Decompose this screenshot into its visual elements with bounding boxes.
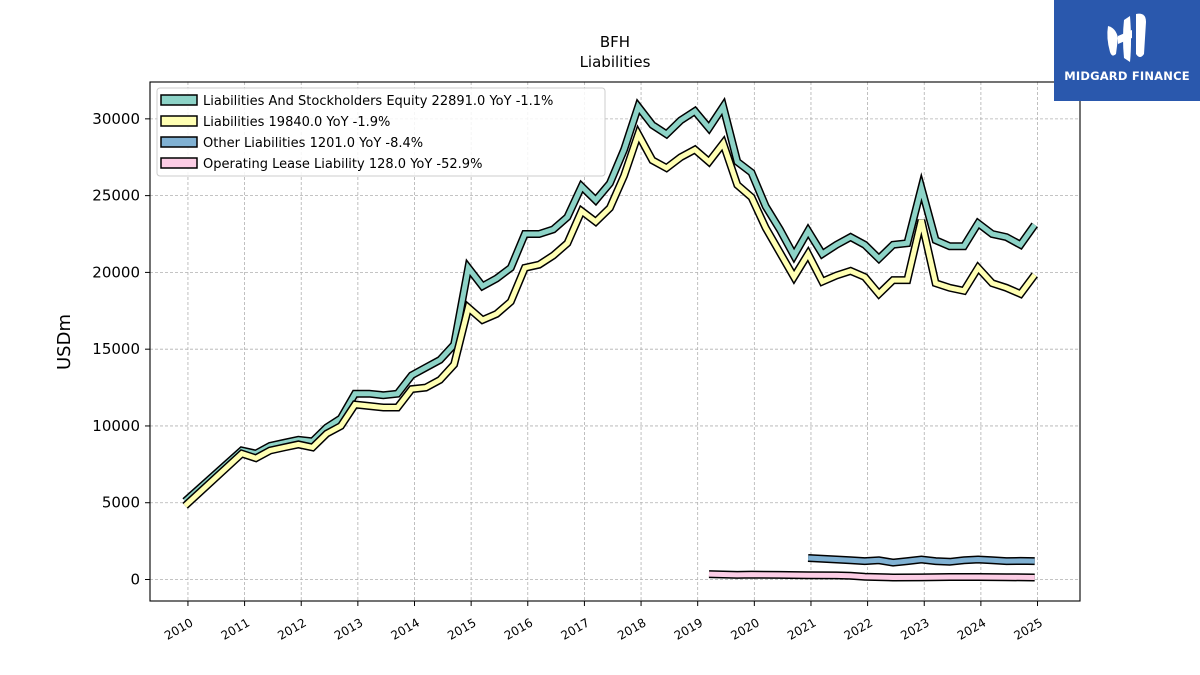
legend-swatch bbox=[160, 94, 198, 106]
x-tick-label: 2025 bbox=[1012, 615, 1045, 642]
brand-mark-icon bbox=[1107, 13, 1146, 62]
y-tick-label: 10000 bbox=[92, 417, 140, 435]
series-line-outline bbox=[182, 124, 1038, 509]
series-line bbox=[183, 100, 1037, 504]
y-tick-label: 15000 bbox=[92, 340, 140, 358]
x-tick-label: 2022 bbox=[842, 615, 875, 642]
legend-entry: Other Liabilities 1201.0 YoY -8.4% bbox=[203, 136, 423, 151]
x-tick-label: 2013 bbox=[332, 615, 365, 642]
legend-entry: Liabilities 19840.0 YoY -1.9% bbox=[203, 115, 390, 130]
x-tick-label: 2012 bbox=[275, 615, 308, 642]
series-layer bbox=[182, 96, 1038, 582]
legend-entry: Operating Lease Liability 128.0 YoY -52.… bbox=[203, 157, 482, 172]
legend-swatch bbox=[160, 157, 198, 169]
x-tick-label: 2011 bbox=[219, 615, 252, 642]
x-tick-label: 2014 bbox=[389, 615, 422, 642]
legend-swatch bbox=[160, 136, 198, 148]
brand-logo: MIDGARD FINANCE bbox=[1054, 0, 1200, 101]
y-tick-label: 20000 bbox=[92, 263, 140, 281]
legend: Liabilities And Stockholders Equity 2289… bbox=[156, 87, 606, 177]
series-line bbox=[183, 127, 1037, 508]
chart-title: BFH bbox=[600, 33, 630, 51]
series-line bbox=[807, 555, 1035, 566]
chart-subtitle: Liabilities bbox=[580, 53, 651, 71]
x-tick-label: 2024 bbox=[955, 615, 988, 642]
x-tick-label: 2015 bbox=[445, 615, 478, 642]
y-tick-label: 30000 bbox=[92, 110, 140, 128]
plot-area-frame bbox=[149, 81, 1081, 602]
x-tick-label: 2023 bbox=[898, 615, 931, 642]
y-tick-label: 5000 bbox=[102, 494, 140, 512]
brand-name: MIDGARD FINANCE bbox=[1064, 69, 1190, 83]
legend-swatch bbox=[160, 115, 198, 127]
x-tick-label: 2010 bbox=[162, 615, 195, 642]
x-tick-label: 2021 bbox=[785, 615, 818, 642]
legend-box bbox=[156, 87, 606, 177]
series-line bbox=[708, 571, 1035, 581]
x-tick-label: 2019 bbox=[672, 615, 705, 642]
x-tick-label: 2020 bbox=[728, 615, 761, 642]
y-axis-label: USDm bbox=[54, 314, 75, 370]
x-tick-label: 2018 bbox=[615, 615, 648, 642]
x-tick-label: 2017 bbox=[558, 615, 591, 642]
legend-entry: Liabilities And Stockholders Equity 2289… bbox=[203, 94, 553, 109]
y-tick-label: 25000 bbox=[92, 187, 140, 205]
y-tick-label: 0 bbox=[130, 571, 140, 589]
x-tick-label: 2016 bbox=[502, 615, 535, 642]
